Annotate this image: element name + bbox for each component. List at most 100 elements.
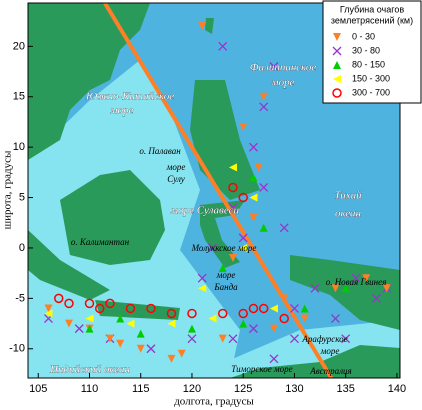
quake-point xyxy=(84,298,95,309)
y-tick-label: 0 xyxy=(19,242,25,254)
legend-label: 80 - 150 xyxy=(352,59,385,69)
quake-point xyxy=(259,183,269,192)
quake-point xyxy=(362,274,371,283)
quake-point xyxy=(218,264,227,273)
land xyxy=(95,300,180,320)
y-tick-label: -5 xyxy=(15,292,25,304)
quake-point xyxy=(289,303,299,313)
legend-label: 0 - 30 xyxy=(352,31,375,41)
map-label: о. Калимантан xyxy=(71,237,130,247)
quake-point xyxy=(248,142,258,152)
quake-point xyxy=(239,243,248,252)
legend-marker xyxy=(332,88,342,98)
y-tick-label: 5 xyxy=(19,191,25,203)
x-tick-label: 120 xyxy=(183,383,201,395)
plot-frame xyxy=(27,2,401,379)
land xyxy=(230,345,400,378)
quake-point xyxy=(116,339,125,348)
quake-point xyxy=(198,22,207,31)
land xyxy=(28,3,150,160)
quake-point xyxy=(187,334,197,344)
legend-label: 30 - 80 xyxy=(352,45,380,55)
y-tick-label: -10 xyxy=(9,343,25,355)
map-label: Банда xyxy=(213,282,238,292)
map-label: море Сулавеси xyxy=(170,205,239,217)
quake-point xyxy=(94,303,105,314)
y-tick-label: 15 xyxy=(13,91,25,103)
quake-point xyxy=(279,313,289,324)
quake-point xyxy=(228,163,237,172)
quake-point xyxy=(146,344,156,354)
quake-point xyxy=(239,319,248,328)
x-tick-label: 105 xyxy=(29,383,47,395)
profile-line xyxy=(103,3,334,378)
legend-label: 300 - 700 xyxy=(352,87,390,97)
quake-point xyxy=(269,324,278,333)
map-label: Тихий xyxy=(334,190,362,202)
quake-point xyxy=(64,298,74,309)
legend-title: Глубина очагов xyxy=(340,4,404,14)
quake-point xyxy=(116,314,125,323)
quake-point xyxy=(74,324,84,334)
x-tick-label: 135 xyxy=(337,383,355,395)
quake-point xyxy=(341,284,350,293)
land xyxy=(205,18,214,34)
land xyxy=(290,255,400,330)
quake-point xyxy=(146,303,156,314)
y-tick-label: 20 xyxy=(13,40,25,52)
quake-point xyxy=(64,319,73,328)
quake-point xyxy=(136,329,145,338)
quake-point xyxy=(269,304,278,313)
quake-point xyxy=(177,349,186,358)
quake-point xyxy=(126,319,135,328)
quake-point xyxy=(259,223,268,232)
quake-point xyxy=(371,293,381,303)
quake-point xyxy=(217,308,228,319)
quake-point xyxy=(228,182,238,193)
map-label: о. Палаван xyxy=(139,146,181,156)
quake-point xyxy=(330,314,340,323)
quake-point xyxy=(208,314,217,323)
quake-point xyxy=(218,334,227,343)
quake-point xyxy=(167,319,176,328)
quake-point xyxy=(249,173,258,182)
map-label: Сулу xyxy=(167,174,185,184)
quake-point xyxy=(248,303,259,314)
quake-point xyxy=(300,304,309,313)
quake-point xyxy=(259,92,268,101)
quake-point xyxy=(258,303,269,314)
quake-point xyxy=(85,314,94,323)
quake-point xyxy=(238,233,248,243)
quake-point xyxy=(53,293,64,304)
map-label: море xyxy=(320,346,340,356)
map-label: море xyxy=(271,77,295,89)
land xyxy=(28,230,110,300)
map-label: Австралия xyxy=(309,366,351,376)
quake-point xyxy=(249,193,258,202)
quake-point xyxy=(279,223,289,233)
quake-point xyxy=(187,324,196,333)
quake-point xyxy=(351,273,361,283)
map-label: море xyxy=(166,162,186,172)
quake-point xyxy=(331,284,340,293)
quake-point xyxy=(228,334,238,344)
land xyxy=(200,200,245,268)
map-label: Филиппинское xyxy=(250,62,317,74)
map-label: Тиморское море xyxy=(231,364,292,374)
quake-point xyxy=(167,354,176,363)
quake-point xyxy=(85,324,94,333)
quake-point xyxy=(269,354,279,364)
x-tick-label: 125 xyxy=(234,383,252,395)
map-label: Молуккское море xyxy=(191,243,257,253)
quake-point xyxy=(289,334,299,344)
legend-title: землетрясений (км) xyxy=(331,15,413,25)
quake-point xyxy=(310,283,320,293)
quake-point xyxy=(238,192,248,203)
quake-point xyxy=(254,163,263,172)
map-label: Арафурское xyxy=(301,334,347,344)
quake-point xyxy=(341,334,351,344)
land xyxy=(60,170,165,265)
quake-point xyxy=(105,334,114,343)
legend-marker xyxy=(333,61,341,69)
